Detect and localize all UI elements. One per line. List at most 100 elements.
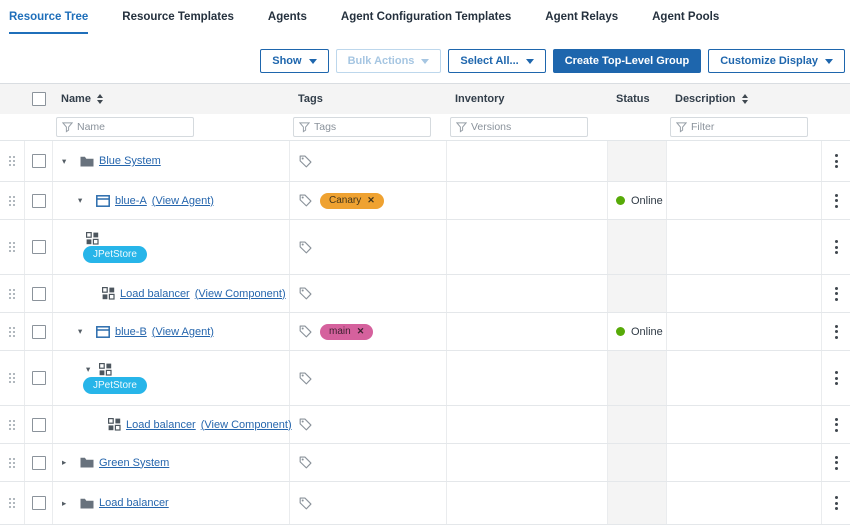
drag-handle[interactable] <box>0 182 25 219</box>
drag-handle[interactable] <box>0 406 25 443</box>
inventory-cell <box>447 313 608 350</box>
kebab-menu-icon[interactable] <box>831 492 842 514</box>
tag-icon <box>298 455 313 470</box>
component-name-pill[interactable]: JPetStore <box>83 376 147 394</box>
description-filter-input[interactable] <box>670 117 808 137</box>
resource-name-link[interactable]: Blue System <box>99 155 161 167</box>
tags-cell <box>290 482 447 524</box>
tab-agent-relays[interactable]: Agent Relays <box>545 11 619 23</box>
drag-handle[interactable] <box>0 482 25 524</box>
resource-name-link[interactable]: blue-A <box>115 194 147 207</box>
view-detail-link[interactable]: (View Component) <box>194 287 286 300</box>
row-checkbox[interactable] <box>31 286 46 301</box>
kebab-menu-icon[interactable] <box>831 150 842 172</box>
row-checkbox[interactable] <box>31 417 46 432</box>
row-checkbox[interactable] <box>31 371 46 385</box>
name-cell: ▸ Load balancer <box>53 482 290 524</box>
select-all-label: Select All... <box>460 55 519 67</box>
expand-toggle-icon[interactable]: ▸ <box>62 497 67 508</box>
drag-handle[interactable] <box>0 313 25 350</box>
status-cell <box>608 444 667 481</box>
column-header-description[interactable]: Description <box>667 93 822 105</box>
description-cell <box>667 313 822 350</box>
kebab-menu-icon[interactable] <box>831 452 842 474</box>
column-header-name[interactable]: Name <box>53 93 290 105</box>
tag-badge: main ✕ <box>320 323 374 340</box>
drag-handle-icon <box>9 288 15 299</box>
view-detail-link[interactable]: (View Agent) <box>151 325 214 338</box>
description-cell <box>667 351 822 405</box>
expand-toggle-icon[interactable]: ▾ <box>78 195 83 205</box>
tab-agent-pools[interactable]: Agent Pools <box>652 11 720 23</box>
kebab-menu-icon[interactable] <box>831 236 842 258</box>
resource-name-link[interactable]: Green System <box>99 456 170 469</box>
drag-handle[interactable] <box>0 444 25 481</box>
tags-cell <box>290 141 447 181</box>
description-filter <box>670 117 822 137</box>
select-all-button[interactable]: Select All... <box>448 49 546 73</box>
kebab-menu-icon[interactable] <box>831 321 842 343</box>
kebab-menu-icon[interactable] <box>831 414 842 436</box>
row-actions-cell <box>822 141 850 181</box>
row-checkbox-cell <box>25 275 53 312</box>
show-button-label: Show <box>272 55 302 67</box>
row-checkbox[interactable] <box>31 240 46 254</box>
description-cell <box>667 482 822 524</box>
row-checkbox[interactable] <box>31 496 46 510</box>
tag-icon <box>298 417 313 432</box>
component-name-pill[interactable]: JPetStore <box>83 245 147 263</box>
row-checkbox[interactable] <box>31 455 46 470</box>
sort-icon[interactable] <box>741 94 748 104</box>
tab-resource-templates[interactable]: Resource Templates <box>122 11 234 23</box>
drag-handle[interactable] <box>0 351 25 405</box>
resource-name-link[interactable]: blue-B <box>115 325 147 338</box>
description-cell <box>667 406 822 443</box>
customize-display-button[interactable]: Customize Display <box>708 49 845 73</box>
tab-agent-configuration-templates[interactable]: Agent Configuration Templates <box>340 11 512 23</box>
create-top-level-group-button[interactable]: Create Top-Level Group <box>552 49 702 73</box>
expand-toggle-icon[interactable]: ▾ <box>86 363 91 374</box>
view-detail-link[interactable]: (View Agent) <box>151 194 214 207</box>
resource-name-link[interactable]: Load balancer <box>99 497 169 509</box>
status-cell <box>608 141 667 181</box>
status-label: Online <box>631 194 663 207</box>
sort-icon[interactable] <box>96 94 103 104</box>
row-checkbox[interactable] <box>31 324 46 339</box>
name-filter-input[interactable] <box>56 117 194 137</box>
resource-name-link[interactable]: Load balancer <box>126 418 196 431</box>
row-checkbox-cell <box>25 141 53 181</box>
row-checkbox[interactable] <box>31 193 46 208</box>
name-filter <box>56 117 290 137</box>
tag-badge: Canary ✕ <box>320 192 384 209</box>
expand-toggle-icon[interactable]: ▾ <box>78 326 83 336</box>
row-checkbox[interactable] <box>31 154 46 168</box>
resource-name-link[interactable]: Load balancer <box>120 287 190 300</box>
bulk-actions-button[interactable]: Bulk Actions <box>335 49 442 73</box>
tab-resource-tree[interactable]: Resource Tree <box>9 11 89 34</box>
tab-agents[interactable]: Agents <box>267 11 307 23</box>
drag-handle[interactable] <box>0 275 25 312</box>
kebab-menu-icon[interactable] <box>831 367 842 389</box>
tags-filter-input[interactable] <box>293 117 431 137</box>
row-checkbox-cell <box>25 406 53 443</box>
drag-handle[interactable] <box>0 141 25 181</box>
row-actions-cell <box>822 313 850 350</box>
kebab-menu-icon[interactable] <box>831 190 842 212</box>
remove-tag-icon[interactable]: ✕ <box>356 326 365 336</box>
select-all-checkbox[interactable] <box>32 92 46 106</box>
drag-handle[interactable] <box>0 220 25 274</box>
kebab-menu-icon[interactable] <box>831 283 842 305</box>
expand-toggle-icon[interactable]: ▾ <box>62 155 67 166</box>
row-actions-cell <box>822 182 850 219</box>
remove-tag-icon[interactable]: ✕ <box>367 195 375 205</box>
name-cell: ▾ JPetStore <box>53 351 290 405</box>
folder-icon <box>80 156 94 167</box>
show-button[interactable]: Show <box>260 49 329 73</box>
inventory-cell <box>447 406 608 443</box>
expand-toggle-icon[interactable]: ▸ <box>62 457 67 467</box>
chevron-down-icon <box>825 58 833 64</box>
tags-cell <box>290 275 447 312</box>
view-detail-link[interactable]: (View Component) <box>200 418 292 431</box>
inventory-filter-input[interactable] <box>450 117 588 137</box>
name-cell: ▾ blue-A (View Agent) <box>53 182 290 219</box>
